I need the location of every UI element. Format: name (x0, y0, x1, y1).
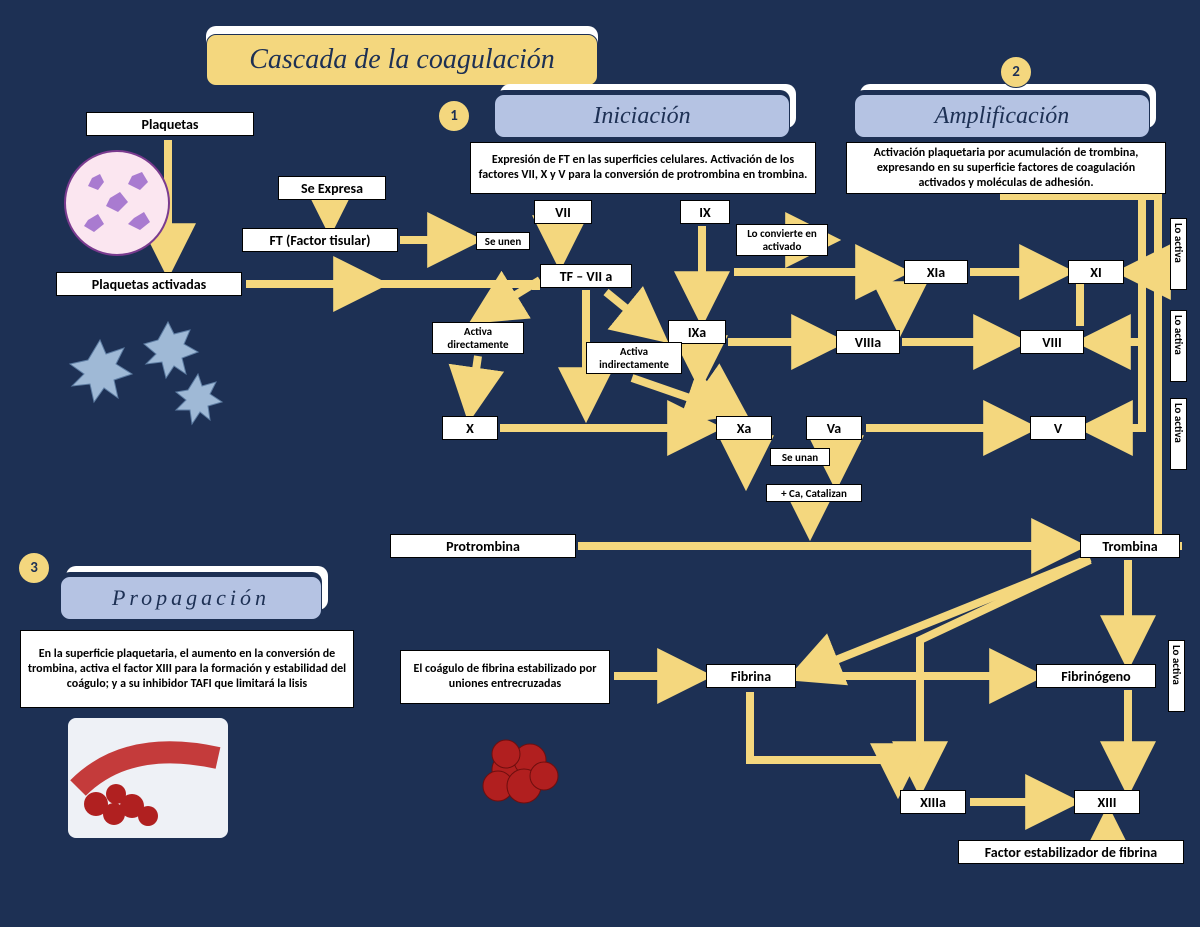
section-propagacion: Propagación (60, 576, 322, 620)
platelets-illustration (62, 148, 172, 258)
desc-iniciacion: Expresión de FT en las superficies celul… (470, 142, 816, 194)
clot-illustration (460, 720, 580, 820)
node-x: X (442, 416, 498, 440)
label-activa-dir: Activa directamente (432, 322, 524, 354)
node-plaquetas-activadas: Plaquetas activadas (56, 272, 242, 296)
node-ix: IX (680, 200, 730, 224)
node-viii: VIII (1020, 330, 1084, 354)
node-fibrina: Fibrina (706, 664, 796, 688)
node-v: V (1030, 416, 1086, 440)
node-trombina: Trombina (1080, 534, 1180, 558)
node-ft: FT (Factor tisular) (242, 228, 398, 252)
section-iniciacion: Iniciación (494, 94, 790, 138)
label-se-unen: Se unen (476, 232, 530, 250)
node-xi: XI (1068, 260, 1124, 284)
node-viiia: VIIIa (836, 330, 900, 354)
node-xa: Xa (716, 416, 772, 440)
vlabel-lo-activa-3: Lo activa (1170, 398, 1187, 470)
vlabel-lo-activa-4: Lo activa (1168, 640, 1185, 712)
main-title: Cascada de la coagulación (206, 34, 598, 86)
node-tf-viia: TF – VII a (540, 264, 632, 288)
node-xiiia: XIIIa (900, 790, 966, 814)
node-ixa: IXa (668, 320, 726, 344)
badge-1: 1 (438, 100, 470, 132)
desc-propagacion: En la superficie plaquetaria, el aumento… (20, 630, 354, 708)
label-activa-ind: Activa indirectamente (586, 342, 682, 374)
node-fibrinogeno: Fibrinógeno (1036, 664, 1156, 688)
desc-amplificacion: Activación plaquetaria por acumulación d… (846, 142, 1166, 194)
badge-2: 2 (1000, 56, 1032, 88)
activated-platelets-illustration (48, 300, 248, 430)
node-xiii: XIII (1074, 790, 1140, 814)
section-amplificacion: Amplificación (854, 94, 1150, 138)
vessel-illustration (68, 718, 228, 838)
vlabel-lo-activa-2: Lo activa (1170, 310, 1187, 382)
node-coagulo: El coágulo de fibrina estabilizado por u… (400, 650, 610, 704)
badge-3: 3 (18, 552, 50, 584)
node-plaquetas: Plaquetas (86, 112, 254, 136)
label-se-unan: Se unan (770, 448, 830, 466)
node-factor-estabilizador: Factor estabilizador de fibrina (958, 840, 1184, 864)
node-se-expresa: Se Expresa (278, 176, 386, 200)
node-xia: XIa (904, 260, 968, 284)
node-vii: VII (534, 200, 592, 224)
label-ca-catalizan: + Ca, Catalizan (766, 484, 862, 502)
node-protrombina: Protrombina (390, 534, 576, 558)
label-convierte: Lo convierte en activado (736, 224, 828, 256)
node-va: Va (806, 416, 862, 440)
vlabel-lo-activa-1: Lo activa (1170, 218, 1187, 290)
